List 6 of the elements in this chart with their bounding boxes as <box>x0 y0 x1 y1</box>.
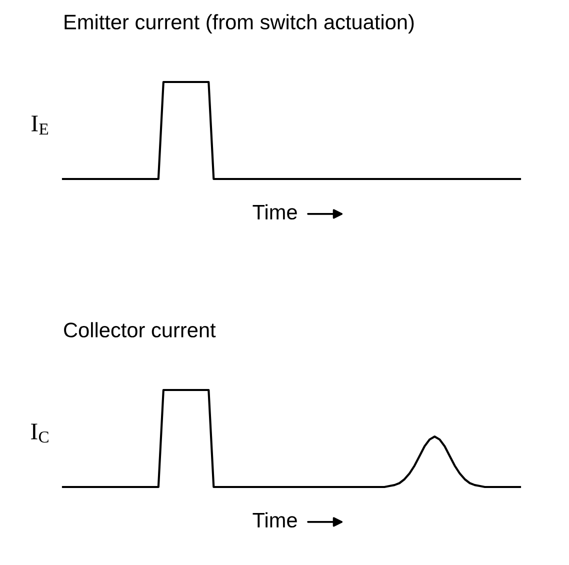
chart-title: Collector current <box>64 322 216 338</box>
x-axis-title: Time <box>252 512 297 528</box>
y-axis-title: I$_{C}$ <box>31 424 48 443</box>
y-axis-title: I$_{E}$ <box>32 116 48 134</box>
x-axis-title: Time <box>252 204 297 220</box>
chart-title: Emitter current (from switch actuation) <box>64 14 414 34</box>
